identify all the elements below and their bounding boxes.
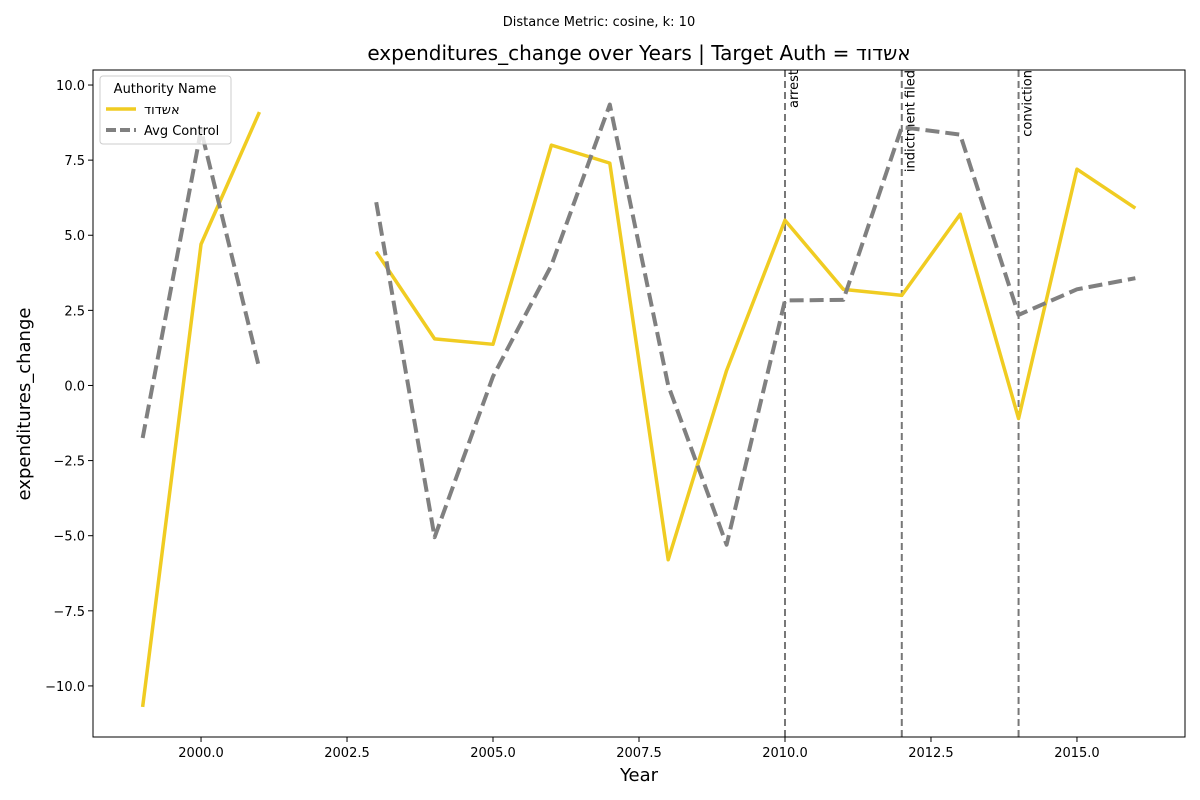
y-tick-label: −7.5 bbox=[53, 605, 85, 620]
x-tick-label: 2002.5 bbox=[324, 746, 370, 761]
event-line-label: conviction bbox=[1020, 70, 1035, 137]
chart-suptitle: Distance Metric: cosine, k: 10 bbox=[503, 15, 695, 30]
y-axis: 10.0 7.5 5.0 2.5 0.0 −2.5 −5.0 −7.5 −10.0 bbox=[45, 79, 93, 695]
x-tick-label: 2012.5 bbox=[908, 746, 954, 761]
y-tick-label: 7.5 bbox=[64, 154, 85, 169]
y-tick-label: −2.5 bbox=[53, 455, 85, 470]
x-tick-label: 2007.5 bbox=[616, 746, 662, 761]
y-tick-label: 10.0 bbox=[56, 79, 85, 94]
chart-title: expenditures_change over Years | Target … bbox=[367, 41, 910, 65]
event-line-label: indictment filed bbox=[904, 70, 919, 172]
series-line-0 bbox=[374, 143, 1137, 562]
legend-entry-label: Avg Control bbox=[144, 124, 219, 139]
y-tick-label: 0.0 bbox=[64, 379, 85, 394]
y-tick-label: 5.0 bbox=[64, 229, 85, 244]
x-tick-label: 2010.0 bbox=[762, 746, 808, 761]
y-tick-label: −5.0 bbox=[53, 530, 85, 545]
x-tick-label: 2000.0 bbox=[178, 746, 224, 761]
y-tick-label: −10.0 bbox=[45, 680, 85, 695]
series-line-1 bbox=[374, 102, 1136, 547]
plot-area bbox=[93, 70, 1185, 737]
legend-frame bbox=[99, 75, 232, 145]
legend: Authority Name אשדוד Avg Control bbox=[99, 75, 232, 145]
event-line-label: arrest bbox=[787, 70, 802, 108]
legend-entry-label: אשדוד bbox=[144, 103, 180, 118]
x-axis: 2000.0 2002.5 2005.0 2007.5 2010.0 2012.5 2015… bbox=[178, 737, 1100, 761]
x-axis-label: Year bbox=[619, 765, 659, 786]
y-tick-label: 2.5 bbox=[64, 304, 85, 319]
event-lines: arrest indictment filed conviction bbox=[783, 70, 1035, 737]
x-tick-label: 2005.0 bbox=[470, 746, 516, 761]
x-tick-label: 2015.0 bbox=[1054, 746, 1100, 761]
y-axis-label: expenditures_change bbox=[14, 308, 35, 501]
series-line-0 bbox=[140, 111, 262, 708]
legend-title: Authority Name bbox=[114, 82, 217, 97]
